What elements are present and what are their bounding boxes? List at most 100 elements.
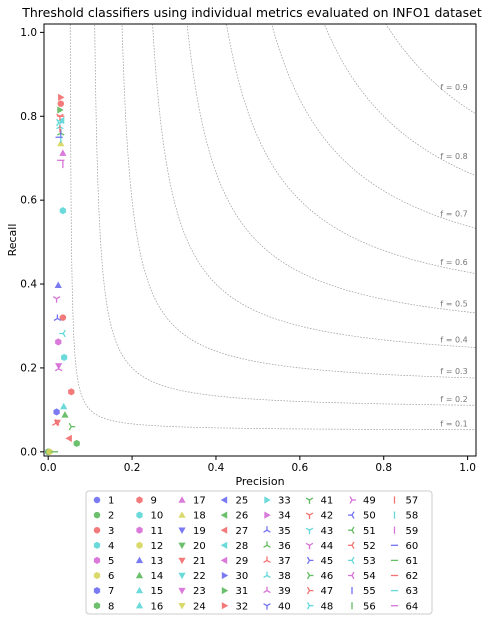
data-point-3-0 — [57, 100, 65, 107]
legend-marker-50 — [348, 511, 355, 519]
legend-label-18: 18 — [193, 511, 206, 522]
legend-marker-25 — [220, 496, 228, 504]
legend-marker-4 — [93, 541, 101, 549]
legend-label-30: 30 — [236, 571, 249, 582]
legend-label-56: 56 — [363, 601, 376, 612]
legend-label-3: 3 — [108, 526, 114, 537]
y-tick-label-5: 1.0 — [20, 27, 37, 39]
legend-label-34: 34 — [278, 511, 291, 522]
data-point-31-0 — [57, 106, 64, 114]
isoline-label-6: f = 0.7 — [440, 209, 467, 218]
data-point-53-0 — [59, 329, 66, 338]
legend-label-23: 23 — [193, 586, 206, 597]
data-point-9-0 — [68, 388, 75, 396]
legend-label-47: 47 — [321, 586, 334, 597]
legend-marker-29 — [220, 556, 228, 564]
data-point-28-0 — [57, 116, 65, 125]
legend-marker-2 — [93, 511, 101, 519]
legend-marker-14 — [135, 571, 144, 579]
y-tick-label-0: 0.0 — [20, 446, 37, 458]
legend-label-64: 64 — [406, 601, 419, 612]
data-point-3-1 — [59, 314, 67, 321]
legend-marker-49 — [349, 496, 356, 504]
x-axis: 0.0 0.2 0.4 0.6 0.8 1.0 — [40, 456, 476, 474]
isoline-label-8: f = 0.9 — [440, 83, 467, 92]
legend-marker-36 — [263, 541, 271, 548]
legend-marker-40 — [263, 603, 271, 610]
legend-marker-13 — [135, 556, 144, 564]
legend: 1234567891011121314151617181920212223242… — [85, 490, 433, 615]
legend-label-27: 27 — [236, 526, 249, 537]
legend-marker-9 — [136, 496, 143, 504]
legend-marker-47 — [306, 586, 314, 595]
isoline-3 — [152, 24, 476, 348]
x-tick-label-3: 0.6 — [291, 462, 308, 474]
legend-label-63: 63 — [406, 586, 419, 597]
legend-marker-6 — [93, 571, 101, 580]
legend-label-41: 41 — [321, 496, 334, 507]
legend-label-2: 2 — [108, 511, 114, 522]
isoline-5 — [226, 24, 476, 274]
data-point-46-0 — [68, 422, 76, 431]
data-point-13-0 — [54, 281, 62, 288]
legend-label-42: 42 — [321, 511, 334, 522]
legend-marker-17 — [178, 496, 186, 503]
legend-label-25: 25 — [236, 496, 249, 507]
legend-label-21: 21 — [193, 556, 206, 567]
y-tick-label-4: 0.8 — [20, 111, 37, 123]
legend-marker-33 — [264, 496, 271, 504]
legend-label-45: 45 — [321, 556, 334, 567]
isoline-label-4: f = 0.5 — [440, 300, 467, 309]
legend-label-49: 49 — [363, 496, 376, 507]
x-axis-label: Precision — [235, 475, 284, 488]
legend-marker-21 — [178, 557, 186, 565]
legend-label-6: 6 — [108, 571, 114, 582]
legend-marker-43 — [305, 527, 314, 535]
chart-title: Threshold classifiers using individual m… — [21, 5, 482, 20]
legend-label-62: 62 — [406, 571, 419, 582]
legend-label-44: 44 — [321, 541, 334, 552]
isoline-label-7: f = 0.8 — [440, 152, 467, 161]
isoline-label-2: f = 0.3 — [440, 367, 467, 376]
legend-marker-10 — [136, 511, 143, 519]
data-markers — [44, 93, 80, 456]
legend-label-57: 57 — [406, 496, 419, 507]
legend-marker-41 — [305, 497, 314, 504]
isoline-6 — [271, 24, 476, 229]
legend-label-46: 46 — [321, 571, 334, 582]
legend-marker-23 — [178, 587, 186, 595]
legend-marker-38 — [263, 571, 271, 579]
legend-marker-46 — [306, 571, 314, 580]
data-point-14-0 — [61, 411, 69, 418]
legend-marker-12 — [136, 541, 143, 549]
isoline-label-0: f = 0.1 — [440, 420, 467, 429]
legend-label-50: 50 — [363, 511, 376, 522]
legend-marker-44 — [305, 542, 314, 550]
legend-marker-34 — [264, 511, 271, 519]
legend-label-61: 61 — [406, 556, 419, 567]
legend-marker-24 — [178, 603, 186, 610]
legend-label-20: 20 — [193, 541, 206, 552]
y-tick-label-2: 0.4 — [20, 279, 37, 291]
legend-label-55: 55 — [363, 586, 376, 597]
legend-label-4: 4 — [108, 541, 114, 552]
isoline-label-3: f = 0.4 — [440, 336, 467, 345]
data-point-48-0 — [56, 118, 63, 127]
legend-marker-45 — [306, 556, 314, 565]
legend-label-58: 58 — [406, 511, 419, 522]
legend-label-26: 26 — [236, 511, 249, 522]
legend-marker-18 — [178, 511, 186, 518]
legend-marker-11 — [136, 526, 143, 534]
legend-label-24: 24 — [193, 601, 206, 612]
data-point-6-0 — [46, 448, 53, 456]
data-point-39-0 — [54, 364, 63, 372]
data-point-37-0 — [51, 419, 60, 426]
data-point-18-0 — [57, 139, 65, 147]
f-score-isolines — [69, 24, 476, 431]
legend-label-10: 10 — [151, 511, 164, 522]
legend-label-11: 11 — [151, 526, 164, 537]
legend-label-28: 28 — [236, 541, 249, 552]
legend-marker-20 — [178, 542, 186, 550]
data-point-5-0 — [55, 338, 62, 346]
